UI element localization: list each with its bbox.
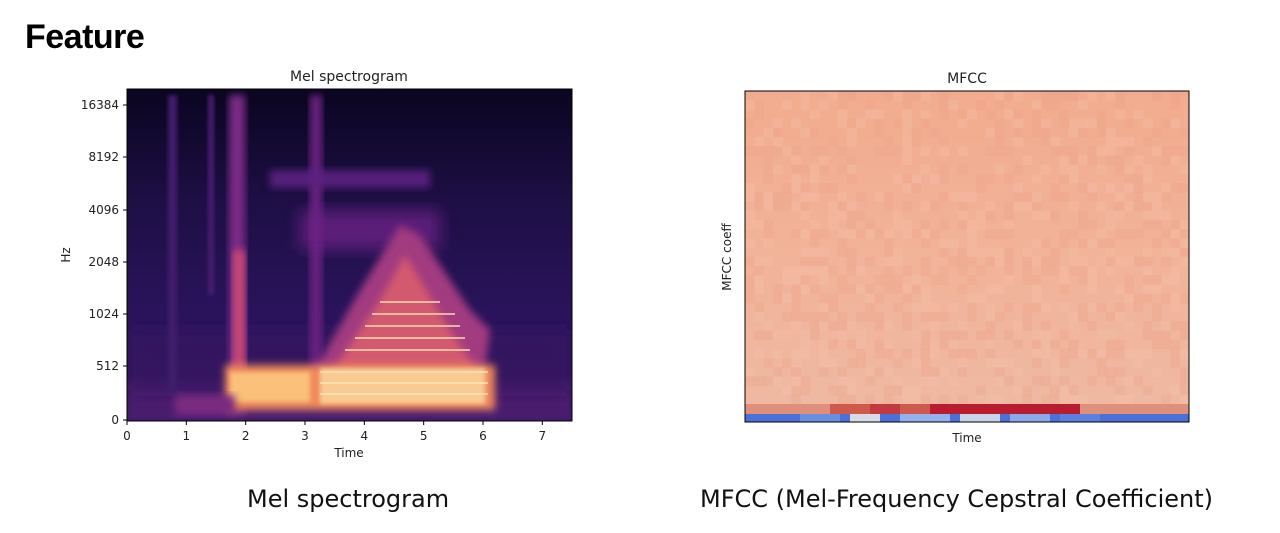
mel-x-tick-label: 7 (539, 429, 547, 443)
mel-y-tick-label: 16384 (81, 98, 119, 112)
mel-x-tick-label: 4 (361, 429, 369, 443)
mel-heatmap (127, 89, 572, 421)
mfcc-heatmap (745, 91, 1189, 422)
mel-x-tick-label: 0 (123, 429, 131, 443)
mel-x-tick-label: 3 (301, 429, 309, 443)
mel-x-tick-label: 2 (242, 429, 250, 443)
mel-x-ticks: 0 1 2 3 4 5 6 7 (123, 421, 546, 443)
mel-y-tick-label: 2048 (88, 255, 119, 269)
slide-title: Feature (25, 18, 145, 56)
mel-x-axis-label: Time (333, 446, 363, 460)
mel-x-tick-label: 5 (420, 429, 428, 443)
mel-y-tick-label: 8192 (88, 150, 119, 164)
mel-y-tick-label: 4096 (88, 203, 119, 217)
mfcc-chart-title: MFCC (947, 71, 987, 87)
mel-y-ticks: 0 512 1024 2048 4096 8192 16384 (81, 98, 127, 427)
mel-x-tick-label: 6 (479, 429, 487, 443)
caption-mfcc: MFCC (Mel-Frequency Cepstral Coefficient… (700, 485, 1213, 513)
mel-y-tick-label: 0 (111, 413, 119, 427)
mel-spectrogram-chart: Mel spectrogram (59, 69, 573, 460)
mfcc-x-axis-label: Time (951, 431, 981, 445)
mel-y-tick-label: 512 (96, 359, 119, 373)
mel-x-tick-label: 1 (183, 429, 191, 443)
mel-chart-title: Mel spectrogram (290, 69, 408, 85)
caption-mel-spectrogram: Mel spectrogram (247, 485, 450, 513)
mfcc-y-axis-label: MFCC coeff (720, 223, 734, 291)
mel-y-axis-label: Hz (59, 247, 73, 262)
mel-y-tick-label: 1024 (88, 307, 119, 321)
mfcc-chart: MFCC Time MFCC coeff (720, 71, 1190, 445)
